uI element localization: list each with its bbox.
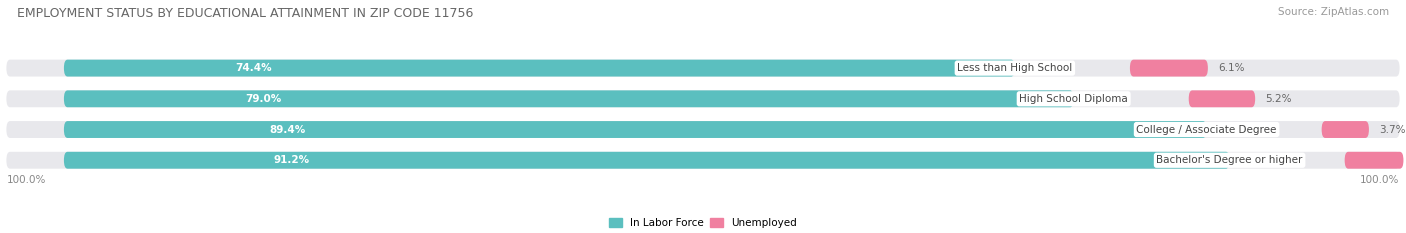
FancyBboxPatch shape	[7, 152, 1399, 169]
Text: 91.2%: 91.2%	[274, 155, 309, 165]
FancyBboxPatch shape	[7, 60, 1399, 77]
Text: College / Associate Degree: College / Associate Degree	[1136, 124, 1277, 134]
Text: Source: ZipAtlas.com: Source: ZipAtlas.com	[1278, 7, 1389, 17]
FancyBboxPatch shape	[7, 90, 1399, 107]
FancyBboxPatch shape	[1344, 152, 1403, 169]
FancyBboxPatch shape	[1130, 60, 1208, 77]
Text: 89.4%: 89.4%	[270, 124, 307, 134]
Text: 100.0%: 100.0%	[1360, 175, 1399, 185]
FancyBboxPatch shape	[1322, 121, 1369, 138]
Text: 100.0%: 100.0%	[7, 175, 46, 185]
Text: 5.2%: 5.2%	[1265, 94, 1292, 104]
Text: 79.0%: 79.0%	[246, 94, 283, 104]
Text: Bachelor's Degree or higher: Bachelor's Degree or higher	[1156, 155, 1303, 165]
Text: EMPLOYMENT STATUS BY EDUCATIONAL ATTAINMENT IN ZIP CODE 11756: EMPLOYMENT STATUS BY EDUCATIONAL ATTAINM…	[17, 7, 474, 20]
FancyBboxPatch shape	[63, 90, 1074, 107]
FancyBboxPatch shape	[63, 60, 1015, 77]
FancyBboxPatch shape	[63, 121, 1206, 138]
Legend: In Labor Force, Unemployed: In Labor Force, Unemployed	[609, 218, 797, 228]
FancyBboxPatch shape	[7, 121, 1399, 138]
Text: 3.7%: 3.7%	[1379, 124, 1406, 134]
Text: 6.1%: 6.1%	[1218, 63, 1244, 73]
Text: Less than High School: Less than High School	[957, 63, 1073, 73]
Text: High School Diploma: High School Diploma	[1019, 94, 1128, 104]
FancyBboxPatch shape	[63, 152, 1230, 169]
Text: 74.4%: 74.4%	[235, 63, 271, 73]
FancyBboxPatch shape	[1188, 90, 1256, 107]
